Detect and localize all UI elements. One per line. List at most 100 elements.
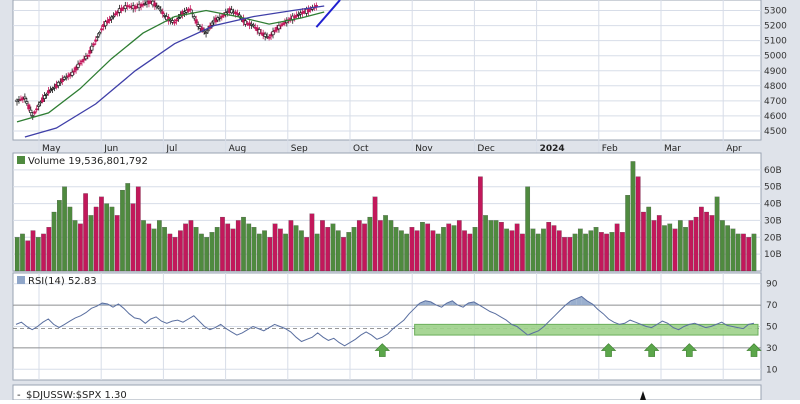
volume-bar (409, 227, 415, 272)
ratio-legend-marker: - (17, 390, 21, 400)
candle-body (74, 66, 78, 71)
price-lines (16, 0, 341, 138)
volume-y-tick-labels: 60B 50B 40B 30B 20B 10B (764, 166, 782, 260)
rsi-lines (15, 295, 755, 347)
candle-body (78, 62, 82, 65)
candle-body (293, 15, 297, 19)
candle-body (281, 23, 285, 25)
volume-y-tick-label: 10B (764, 250, 782, 260)
volume-bar (541, 228, 546, 272)
month-tick-label: May (42, 144, 61, 154)
volume-bar (709, 215, 715, 272)
volume-bar (235, 220, 241, 272)
volume-bar (278, 228, 283, 272)
candle-body (43, 95, 47, 99)
volume-y-tick-label: 60B (764, 166, 782, 176)
volume-legend-swatch (17, 156, 25, 164)
volume-bar (246, 223, 252, 272)
volume-bar (404, 233, 409, 272)
volume-bar (256, 233, 262, 272)
candle-body (277, 25, 281, 30)
volume-bar (635, 176, 641, 272)
volume-bar (335, 230, 341, 272)
candle-body (157, 6, 161, 9)
price-y-tick-label: 4700 (764, 97, 787, 107)
rsi-title: RSI(14) 52.83 (28, 276, 97, 287)
volume-bar (693, 216, 699, 272)
volume-bar (367, 216, 373, 272)
volume-bar (730, 228, 736, 272)
candle-body (230, 9, 234, 14)
candle-body (27, 104, 31, 110)
volume-bar (656, 215, 662, 272)
candle-body (46, 90, 51, 94)
candle-body (96, 36, 100, 38)
candle-body (37, 104, 41, 107)
volume-bar (625, 195, 631, 272)
candle-body (104, 21, 108, 27)
volume-bar (430, 230, 436, 272)
candle-body (111, 15, 116, 18)
month-tick-label: Nov (415, 144, 433, 154)
volume-bar (477, 176, 483, 272)
volume-bar (193, 227, 199, 272)
volume-bar (514, 223, 520, 272)
volume-bar (688, 220, 694, 272)
month-tick-label: Mar (664, 144, 681, 154)
volume-bar (483, 215, 488, 272)
candle-body (80, 60, 84, 63)
volume-bar (525, 186, 531, 272)
price-y-tick-label: 4800 (764, 82, 787, 92)
candle-body (220, 15, 224, 18)
volume-bar (183, 223, 188, 272)
rsi-legend-swatch (17, 276, 25, 284)
volume-bar (577, 228, 583, 272)
volume-bar (267, 237, 273, 272)
rsi-arrows (374, 343, 762, 357)
volume-bar (509, 230, 515, 272)
volume-bar (88, 215, 94, 272)
volume-y-tick-label: 30B (764, 216, 782, 226)
volume-bar (372, 196, 378, 272)
volume-bar (251, 227, 257, 272)
volume-bar (493, 220, 499, 272)
candle-body (176, 17, 181, 20)
volume-bar (288, 220, 294, 272)
volume-bar (272, 223, 278, 272)
volume-bar (599, 232, 604, 272)
volume-y-tick-label: 40B (764, 200, 782, 210)
volume-bar (530, 228, 536, 272)
up-arrow-icon (746, 343, 762, 357)
volume-bar (130, 203, 136, 272)
volume-bar (35, 237, 41, 272)
volume-bar (314, 233, 320, 272)
volume-bar (704, 211, 709, 272)
rsi-y-tick-label: 50 (766, 323, 778, 333)
candle-body (155, 5, 159, 8)
volume-bar (204, 237, 210, 272)
candle-body (98, 32, 102, 35)
volume-bar (135, 186, 141, 272)
volume-bar (172, 237, 178, 272)
volume-bar (488, 220, 494, 272)
rsi-y-tick-label: 10 (766, 365, 778, 375)
volume-bar (225, 223, 231, 272)
candle-body (263, 33, 267, 37)
candle-body (161, 11, 165, 15)
month-tick-label: Dec (477, 144, 494, 154)
volume-bar (441, 227, 446, 272)
volume-bar (535, 233, 541, 272)
rsi-support-band (414, 323, 759, 336)
candle-body (123, 5, 127, 9)
month-tick-label: Apr (726, 144, 742, 154)
volume-bar (241, 216, 246, 272)
month-tick-label: Oct (353, 144, 369, 154)
volume-bar (583, 233, 588, 272)
candle-body (66, 75, 70, 78)
volume-bar (330, 223, 336, 272)
volume-bar (546, 222, 552, 272)
rsi-y-tick-label: 30 (766, 344, 778, 354)
candle-body (174, 19, 179, 22)
candle-body (39, 101, 43, 104)
